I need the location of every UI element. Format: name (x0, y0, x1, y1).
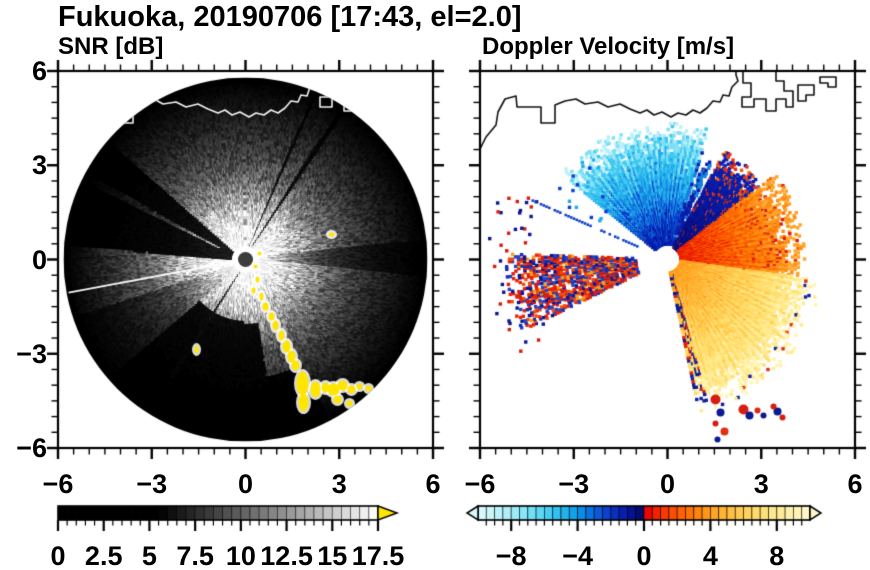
x-tick-label: 6 (425, 469, 441, 499)
snr-colorbar-label: 0 (50, 541, 66, 570)
y-tick-label: −6 (16, 433, 47, 463)
snr-panel-title: SNR [dB] (58, 33, 164, 60)
snr-colorbar-label: 10 (225, 541, 256, 570)
x-tick-label: −3 (136, 469, 168, 499)
y-tick-label: 6 (31, 56, 47, 86)
velocity-panel-title: Doppler Velocity [m/s] (482, 33, 735, 60)
x-tick-label: 3 (753, 469, 769, 499)
snr-colorbar-label: 5 (141, 541, 157, 570)
velocity-colorbar-label: 8 (769, 541, 785, 570)
y-tick-label: 3 (31, 150, 47, 181)
snr-colorbar-label: 17.5 (351, 541, 405, 570)
x-tick-label: 6 (847, 469, 863, 499)
snr-colorbar-label: 2.5 (84, 541, 123, 570)
x-tick-label: 0 (659, 469, 676, 499)
x-tick-label: 3 (331, 469, 347, 499)
snr-colorbar-label: 7.5 (176, 541, 214, 570)
velocity-colorbar-label: −4 (562, 541, 593, 570)
x-tick-label: −6 (464, 469, 496, 499)
figure-title: Fukuoka, 20190706 [17:43, el=2.0] (58, 1, 522, 33)
x-tick-label: −3 (558, 469, 590, 499)
x-tick-label: 0 (237, 469, 254, 499)
y-tick-label: −3 (16, 338, 47, 369)
snr-colorbar-label: 12.5 (260, 541, 313, 570)
velocity-colorbar-label: 0 (636, 541, 652, 570)
snr-colorbar-label: 15 (317, 541, 348, 570)
velocity-colorbar-label: −8 (495, 541, 527, 570)
y-tick-label: 0 (31, 244, 47, 275)
x-tick-label: −6 (42, 469, 74, 499)
velocity-colorbar-label: 4 (702, 541, 718, 570)
